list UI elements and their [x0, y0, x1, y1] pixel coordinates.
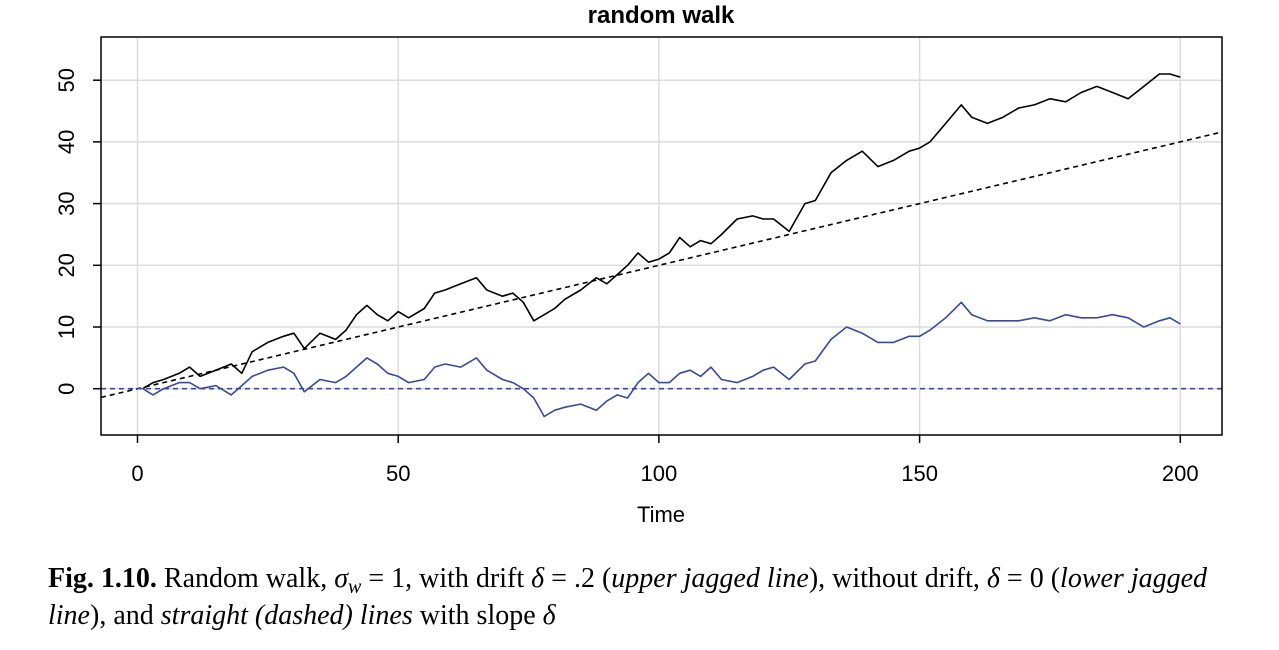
caption-text: ), and	[90, 600, 161, 631]
random-walk-chart: random walk 0 50 100 150 200 0 10 20 30 40 50 Tim…	[54, 2, 1223, 527]
caption-delta-symbol: δ	[531, 563, 545, 594]
jagged-line-0	[142, 73, 1181, 390]
caption-delta-symbol: δ	[986, 563, 1000, 594]
x-tick-label: 200	[1162, 461, 1199, 486]
caption-text: ), without drift,	[808, 563, 987, 594]
caption-italic-text: lower jagged line	[48, 563, 1208, 631]
x-tick-label: 100	[641, 461, 678, 486]
caption-text: with slope	[412, 600, 543, 631]
x-tick-label: 50	[386, 461, 410, 486]
caption-delta-symbol: δ	[542, 600, 556, 631]
y-axis: 0 10 20 30 40 50	[54, 68, 101, 395]
y-tick-label: 40	[54, 130, 79, 154]
y-tick-label: 50	[54, 68, 79, 92]
y-tick-label: 10	[54, 315, 79, 339]
series-lines	[100, 73, 1223, 418]
y-tick-label: 30	[54, 191, 79, 215]
chart-title: random walk	[588, 2, 735, 29]
caption-sigma-symbol: σ	[334, 563, 349, 594]
x-tick-label: 0	[131, 461, 143, 486]
caption-italic-text: straight (dashed) lines	[160, 600, 413, 631]
x-tick-label: 150	[901, 461, 938, 486]
dashed-line-2	[100, 131, 1223, 399]
x-axis-label: Time	[637, 502, 685, 527]
caption-text: = .2 (	[544, 563, 612, 594]
caption-sigma-subscript: w	[348, 576, 362, 598]
caption-figure-label: Fig. 1.10.	[48, 563, 157, 594]
x-axis: 0 50 100 150 200	[131, 435, 1199, 486]
figure-caption: Fig. 1.10. Random walk, σw = 1, with dri…	[48, 560, 1238, 634]
gridlines	[101, 37, 1222, 435]
plot-frame	[100, 36, 1223, 436]
caption-text: Random walk,	[156, 563, 335, 594]
caption-italic-text: upper jagged line	[611, 563, 809, 594]
y-tick-label: 0	[54, 383, 79, 395]
y-tick-label: 20	[54, 253, 79, 277]
jagged-line-1	[142, 301, 1181, 418]
caption-text: = 1, with drift	[361, 563, 532, 594]
caption-text: = 0 (	[999, 563, 1061, 594]
